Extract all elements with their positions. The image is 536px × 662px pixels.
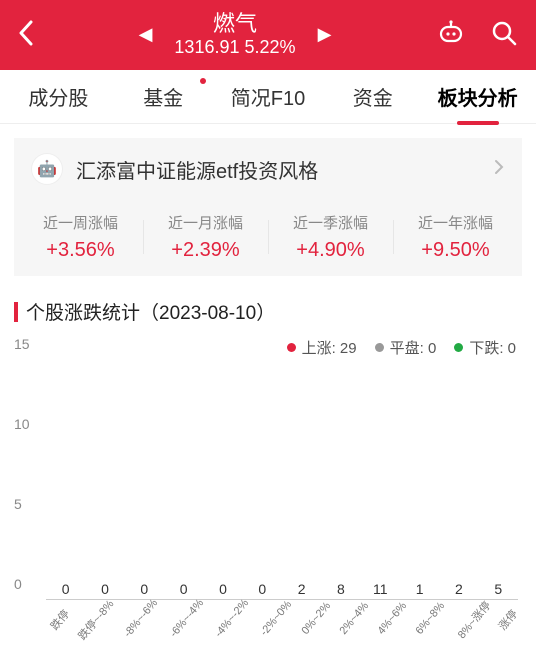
y-tick: 0 <box>14 576 22 592</box>
chart-title: 个股涨跌统计（2023-08-10） <box>14 298 522 325</box>
tab-0[interactable]: 成分股 <box>6 82 111 111</box>
prev-sector-button[interactable]: ◀ <box>139 24 153 45</box>
assistant-icon[interactable] <box>436 18 466 53</box>
chevron-right-icon <box>494 159 504 180</box>
chart-legend: 上涨: 29 平盘: 0 下跌: 0 <box>0 333 536 360</box>
tab-1[interactable]: 基金 <box>111 82 216 111</box>
y-tick: 10 <box>14 416 30 432</box>
tab-2[interactable]: 简况F10 <box>216 82 321 111</box>
period-stat-1[interactable]: 近一月涨幅+2.39% <box>143 212 268 262</box>
header-title-block[interactable]: 燃气 1316.91 5.22% <box>174 11 295 59</box>
bot-icon: 🤖 <box>32 154 62 184</box>
period-stat-3[interactable]: 近一年涨幅+9.50% <box>393 212 518 262</box>
tab-4[interactable]: 板块分析 <box>425 82 530 111</box>
y-tick: 5 <box>14 496 22 512</box>
legend-up: 上涨: 29 <box>287 337 357 358</box>
period-stat-0[interactable]: 近一周涨幅+3.56% <box>18 212 143 262</box>
period-stats: 近一周涨幅+3.56%近一月涨幅+2.39%近一季涨幅+4.90%近一年涨幅+9… <box>14 200 522 276</box>
next-sector-button[interactable]: ▶ <box>318 24 332 45</box>
y-tick: 15 <box>14 336 30 352</box>
header: ◀ 燃气 1316.91 5.22% ▶ <box>0 0 536 70</box>
promo-text: 汇添富中证能源etf投资风格 <box>76 155 480 184</box>
sector-quote: 1316.91 5.22% <box>174 37 295 59</box>
legend-down: 下跌: 0 <box>454 337 516 358</box>
period-stat-2[interactable]: 近一季涨幅+4.90% <box>268 212 393 262</box>
search-icon[interactable] <box>490 19 518 52</box>
distribution-chart: 051015 0000002811125 跌停跌停~-8%-8%~-6%-6%~… <box>14 360 522 640</box>
tab-3[interactable]: 资金 <box>320 82 425 111</box>
tabs: 成分股基金简况F10资金板块分析 <box>0 70 536 124</box>
promo-banner[interactable]: 🤖 汇添富中证能源etf投资风格 <box>14 138 522 200</box>
back-button[interactable] <box>18 20 34 51</box>
legend-flat: 平盘: 0 <box>375 337 437 358</box>
sector-name: 燃气 <box>213 11 257 37</box>
